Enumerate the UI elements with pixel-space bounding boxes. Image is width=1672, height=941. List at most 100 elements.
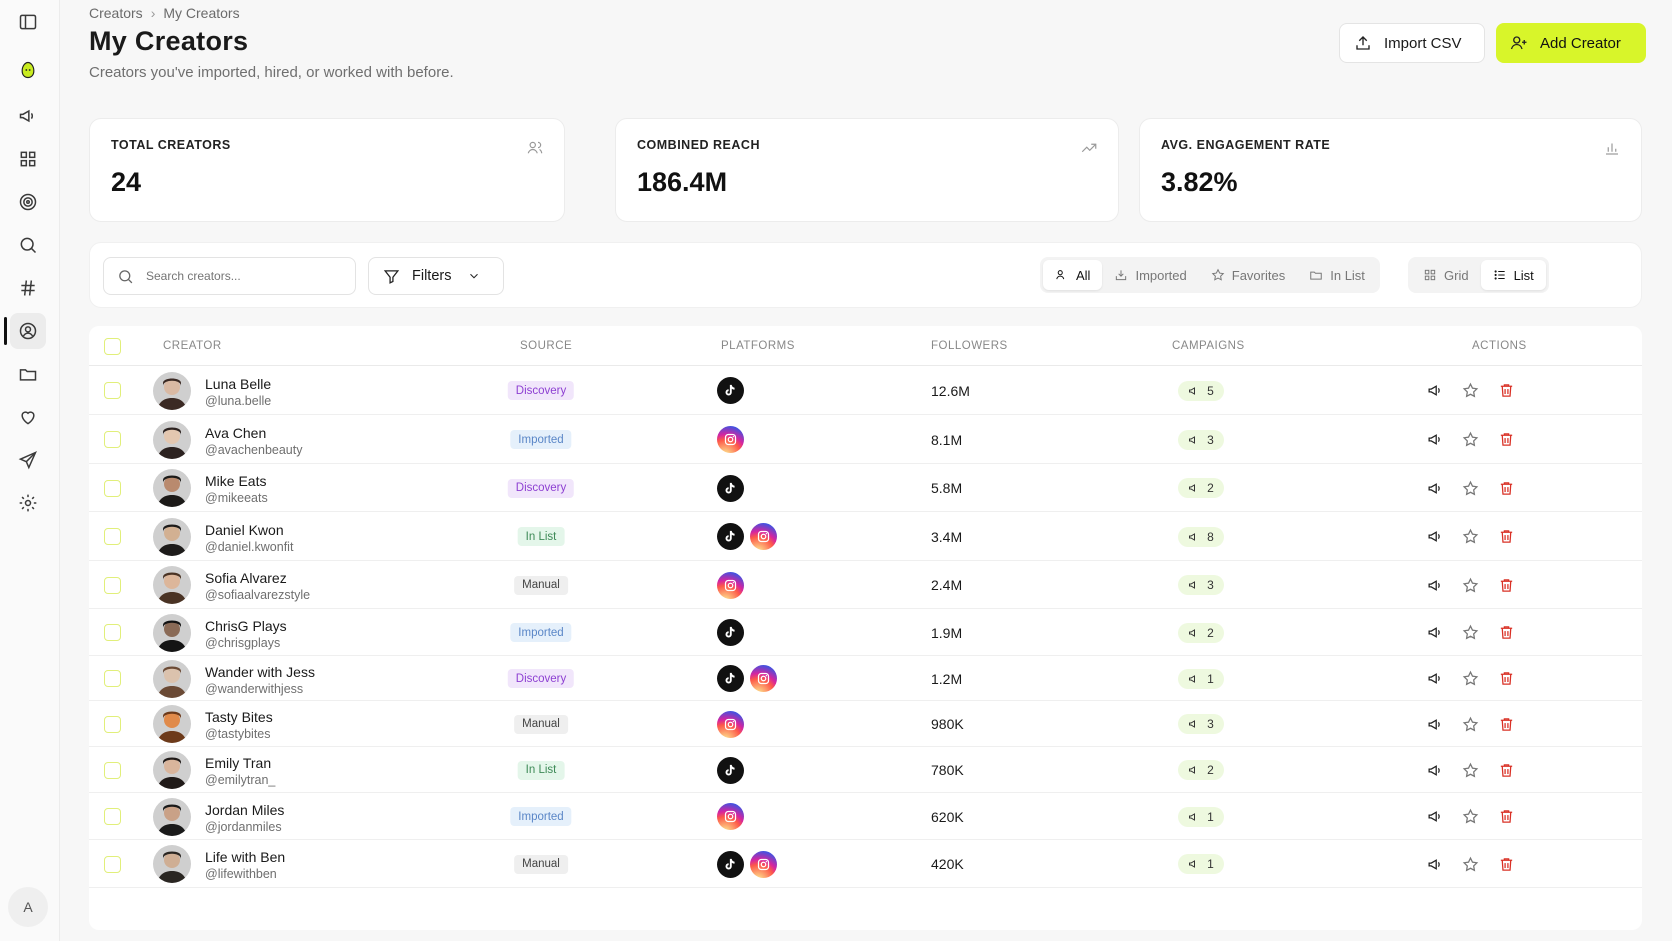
header-campaigns[interactable]: CAMPAIGNS xyxy=(1172,340,1245,352)
add-to-campaign-button[interactable] xyxy=(1425,575,1445,595)
table-row[interactable]: Ava Chen @avachenbeauty Imported 8.1M 3 xyxy=(89,415,1642,464)
row-checkbox[interactable] xyxy=(104,576,121,594)
header-source[interactable]: SOURCE xyxy=(520,340,573,352)
tiktok-icon[interactable] xyxy=(717,619,744,646)
add-to-campaign-button[interactable] xyxy=(1425,714,1445,734)
row-checkbox[interactable] xyxy=(104,715,121,733)
table-row[interactable]: Luna Belle @luna.belle Discovery 12.6M 5 xyxy=(89,366,1642,415)
creator-name[interactable]: Mike Eats xyxy=(205,473,267,489)
logo-icon[interactable] xyxy=(10,52,46,88)
favorite-button[interactable] xyxy=(1460,527,1480,547)
add-to-campaign-button[interactable] xyxy=(1425,854,1445,874)
heart-icon[interactable] xyxy=(10,399,46,435)
delete-button[interactable] xyxy=(1496,760,1516,780)
tiktok-icon[interactable] xyxy=(717,665,744,692)
favorite-button[interactable] xyxy=(1460,478,1480,498)
tiktok-icon[interactable] xyxy=(717,850,744,878)
grid-icon[interactable] xyxy=(10,141,46,177)
breadcrumb-root[interactable]: Creators xyxy=(89,5,143,21)
view-list[interactable]: List xyxy=(1480,260,1546,290)
delete-button[interactable] xyxy=(1496,381,1516,401)
creator-name[interactable]: Jordan Miles xyxy=(205,801,285,818)
instagram-icon[interactable] xyxy=(750,523,777,550)
add-to-campaign-button[interactable] xyxy=(1425,807,1445,827)
tiktok-icon[interactable] xyxy=(717,523,744,550)
delete-button[interactable] xyxy=(1496,854,1516,874)
favorite-button[interactable] xyxy=(1460,854,1480,874)
import-csv-button[interactable]: Import CSV xyxy=(1339,23,1485,63)
filters-button[interactable]: Filters xyxy=(368,257,504,295)
row-checkbox[interactable] xyxy=(104,528,121,545)
favorite-button[interactable] xyxy=(1460,623,1480,643)
settings-icon[interactable] xyxy=(10,485,46,521)
delete-button[interactable] xyxy=(1496,527,1516,547)
add-to-campaign-button[interactable] xyxy=(1425,527,1445,547)
instagram-icon[interactable] xyxy=(717,571,744,599)
delete-button[interactable] xyxy=(1496,623,1516,643)
delete-button[interactable] xyxy=(1496,669,1516,689)
select-all-checkbox[interactable] xyxy=(104,338,121,355)
table-row[interactable]: Tasty Bites @tastybites Manual 980K 3 xyxy=(89,701,1642,747)
folder-icon[interactable] xyxy=(10,356,46,392)
creator-name[interactable]: Wander with Jess xyxy=(205,663,315,680)
creator-name[interactable]: Emily Tran xyxy=(205,755,272,771)
add-to-campaign-button[interactable] xyxy=(1425,381,1445,401)
target-icon[interactable] xyxy=(10,184,46,220)
delete-button[interactable] xyxy=(1496,478,1516,498)
row-checkbox[interactable] xyxy=(104,479,121,497)
creator-name[interactable]: Sofia Alvarez xyxy=(205,570,287,586)
add-to-campaign-button[interactable] xyxy=(1425,760,1445,780)
user-avatar[interactable]: A xyxy=(8,887,48,927)
tab-favorites[interactable]: Favorites xyxy=(1199,260,1297,290)
row-checkbox[interactable] xyxy=(104,624,121,641)
table-row[interactable]: Sofia Alvarez @sofiaalvarezstyle Manual … xyxy=(89,561,1642,609)
favorite-button[interactable] xyxy=(1460,760,1480,780)
add-to-campaign-button[interactable] xyxy=(1425,623,1445,643)
header-creator[interactable]: CREATOR xyxy=(163,340,222,352)
hashtag-icon[interactable] xyxy=(10,270,46,306)
add-to-campaign-button[interactable] xyxy=(1425,478,1445,498)
favorite-button[interactable] xyxy=(1460,714,1480,734)
row-checkbox[interactable] xyxy=(104,431,121,448)
search-box[interactable] xyxy=(103,257,356,295)
add-creator-button[interactable]: Add Creator xyxy=(1496,23,1646,63)
row-checkbox[interactable] xyxy=(104,855,121,873)
table-row[interactable]: Life with Ben @lifewithben Manual 420K 1 xyxy=(89,840,1642,888)
instagram-icon[interactable] xyxy=(717,426,744,453)
tiktok-icon[interactable] xyxy=(717,756,744,784)
creator-name[interactable]: Daniel Kwon xyxy=(205,521,284,538)
tab-all[interactable]: All xyxy=(1043,260,1103,290)
tab-in-list[interactable]: In List xyxy=(1297,260,1377,290)
megaphone-icon[interactable] xyxy=(10,98,46,134)
table-row[interactable]: Wander with Jess @wanderwithjess Discove… xyxy=(89,656,1642,701)
tiktok-icon[interactable] xyxy=(717,474,744,502)
favorite-button[interactable] xyxy=(1460,575,1480,595)
delete-button[interactable] xyxy=(1496,807,1516,827)
header-followers[interactable]: FOLLOWERS xyxy=(931,340,1008,352)
favorite-button[interactable] xyxy=(1460,430,1480,450)
tab-imported[interactable]: Imported xyxy=(1102,260,1198,290)
creator-name[interactable]: Ava Chen xyxy=(205,424,267,441)
delete-button[interactable] xyxy=(1496,714,1516,734)
row-checkbox[interactable] xyxy=(104,808,121,825)
send-icon[interactable] xyxy=(10,442,46,478)
row-checkbox[interactable] xyxy=(104,382,121,399)
user-circle-icon[interactable] xyxy=(4,313,46,349)
table-row[interactable]: Daniel Kwon @daniel.kwonfit In List 3.4M… xyxy=(89,512,1642,561)
search-input[interactable] xyxy=(146,269,326,283)
row-checkbox[interactable] xyxy=(104,761,121,779)
table-row[interactable]: Mike Eats @mikeeats Discovery 5.8M 2 xyxy=(89,464,1642,512)
creator-name[interactable]: Tasty Bites xyxy=(205,709,273,725)
instagram-icon[interactable] xyxy=(750,665,777,692)
add-to-campaign-button[interactable] xyxy=(1425,669,1445,689)
row-checkbox[interactable] xyxy=(104,670,121,687)
instagram-icon[interactable] xyxy=(717,803,744,830)
panel-toggle-icon[interactable] xyxy=(10,4,46,40)
table-row[interactable]: Jordan Miles @jordanmiles Imported 620K … xyxy=(89,793,1642,840)
add-to-campaign-button[interactable] xyxy=(1425,430,1445,450)
creator-name[interactable]: Luna Belle xyxy=(205,375,272,392)
tiktok-icon[interactable] xyxy=(717,377,744,404)
creator-name[interactable]: Life with Ben xyxy=(205,849,286,865)
table-row[interactable]: Emily Tran @emilytran_ In List 780K 2 xyxy=(89,747,1642,793)
instagram-icon[interactable] xyxy=(750,850,777,878)
